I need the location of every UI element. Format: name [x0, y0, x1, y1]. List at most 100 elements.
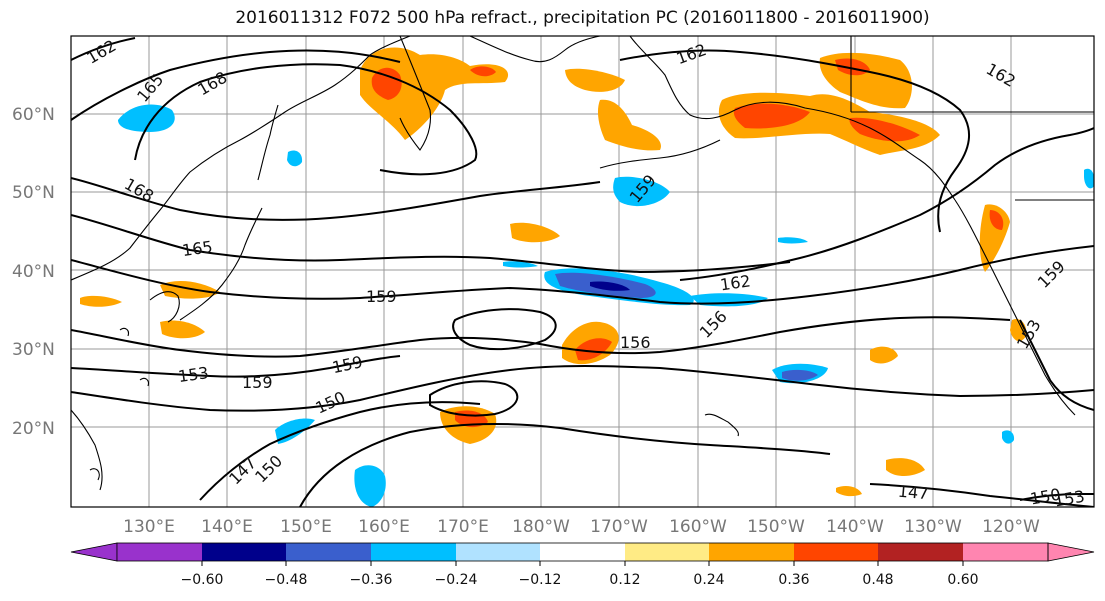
border-canada — [851, 111, 1094, 201]
colorbar-cell-3 — [286, 543, 371, 561]
lat-label: 50°N — [12, 183, 55, 203]
precip-blob-blue-se — [1002, 430, 1015, 444]
colorbar-cell-12 — [1047, 542, 1095, 562]
contour-159-ring — [429, 380, 519, 417]
colorbar-ticks — [201, 561, 964, 566]
precip-blob-red-alaska — [733, 103, 810, 129]
lat-label: 30°N — [12, 340, 55, 360]
precip-blob-blue-bering — [613, 176, 670, 207]
colorbar-cell-10 — [878, 543, 963, 561]
lon-label: 170°E — [437, 517, 489, 537]
coast-kamchatka — [399, 36, 432, 151]
precip-blob-orange-bering — [565, 68, 625, 92]
contour-168-s — [71, 177, 601, 221]
contour-156-loop — [452, 308, 557, 351]
contour-150-mid — [71, 365, 1094, 412]
coast-japan — [179, 207, 263, 321]
precip-blob-red-okhotsk — [371, 67, 402, 100]
map-frame — [70, 35, 1095, 508]
longitude-labels: 130°E 140°E 150°E 160°E 170°E 180°W 170°… — [123, 517, 1040, 537]
contour-162-nw — [71, 37, 136, 61]
contour-label: 153 — [1053, 487, 1086, 511]
contour-label: 165 — [181, 237, 214, 260]
contour-162-e — [679, 127, 1094, 281]
precip-blob-orange-east — [870, 346, 898, 364]
contour-lines — [71, 37, 1094, 507]
colorbar-cell-8 — [709, 543, 794, 561]
coast-korea — [149, 291, 180, 323]
contour-150-se — [299, 422, 831, 507]
lon-label: 120°W — [982, 517, 1040, 537]
colorbar-tick-label: −0.60 — [181, 572, 224, 588]
colorbar-cell-7 — [625, 543, 709, 561]
contour-label: 147 — [897, 482, 929, 504]
precip-blob-orange-bering-2 — [597, 99, 661, 151]
colorbar-cell-9 — [794, 543, 878, 561]
lat-label: 20°N — [12, 419, 55, 439]
colorbar-cell-6 — [540, 543, 625, 561]
colorbar-tick-label: −0.36 — [350, 572, 393, 588]
coast-philippines — [71, 409, 103, 491]
colorbar-frame — [116, 542, 1049, 562]
lon-label: 140°W — [826, 517, 884, 537]
colorbar-tick-label: 0.12 — [609, 572, 640, 588]
coast-asia-mainland — [71, 36, 411, 281]
colorbar-tick-label: 0.36 — [778, 572, 809, 588]
coast-sakhalin — [257, 104, 279, 181]
coast-hawaii — [704, 413, 739, 437]
precip-blob-blue-west — [118, 104, 175, 132]
map-title: 2016011312 F072 500 hPa refract., precip… — [235, 8, 930, 28]
contour-159-mid — [71, 245, 1094, 305]
lon-label: 140°E — [201, 517, 253, 537]
contour-147-sw — [199, 401, 481, 501]
latitude-labels: 60°N 50°N 40°N 30°N 20°N — [12, 105, 55, 439]
colorbar-cell-4 — [371, 543, 456, 561]
colorbar-tick-label: −0.12 — [519, 572, 562, 588]
contour-147-se — [869, 483, 1094, 507]
colorbar-tick-label: 0.24 — [693, 572, 724, 588]
contour-label: 150 — [1029, 485, 1062, 509]
precip-blob-blue-s — [354, 465, 386, 507]
colorbar-cell-2 — [202, 543, 286, 561]
lon-label: 130°W — [904, 517, 962, 537]
precipitation-shading — [80, 47, 1094, 507]
contour-165-mid — [71, 214, 791, 274]
contour-label: 159 — [242, 373, 273, 392]
coast-small-islands — [89, 327, 149, 481]
precip-blob-blue-nw — [287, 150, 303, 167]
colorbar-cell-0 — [70, 542, 118, 562]
lon-label: 150°W — [747, 517, 805, 537]
coast-chukotka — [469, 36, 601, 63]
contour-label: 153 — [177, 363, 210, 386]
colorbar-tick-label: −0.24 — [435, 572, 478, 588]
lon-label: 150°E — [280, 517, 332, 537]
colorbar-tick-label: −0.48 — [265, 572, 308, 588]
precip-blob-orange-se-2 — [836, 486, 862, 497]
precip-blob-orange-ryukyu — [160, 320, 205, 339]
precip-blob-orange-se — [886, 458, 925, 476]
precip-blob-red-okhotsk-2 — [470, 66, 496, 77]
colorbar-tick-label: 0.48 — [862, 572, 893, 588]
lat-label: 60°N — [12, 105, 55, 125]
lon-label: 160°W — [669, 517, 727, 537]
contour-label: 156 — [620, 333, 651, 352]
precip-blob-darkblue-core — [590, 281, 630, 291]
contour-label: 159 — [366, 287, 397, 306]
contour-153-mid — [71, 355, 401, 378]
colorbar: −0.60 −0.48 −0.36 −0.24 −0.12 0.12 0.24 … — [70, 542, 1095, 588]
contour-165-nw — [71, 49, 401, 121]
colorbar-tick-labels: −0.60 −0.48 −0.36 −0.24 −0.12 0.12 0.24 … — [181, 572, 979, 588]
contour-label: 162 — [719, 271, 752, 294]
coast-aleutians — [599, 139, 721, 169]
lat-label: 40°N — [12, 262, 55, 282]
precip-blob-red-alaska-2 — [849, 117, 920, 142]
coast-alaska-south — [734, 101, 956, 201]
lon-label: 170°W — [590, 517, 648, 537]
lon-label: 130°E — [123, 517, 175, 537]
precip-blob-orange-mid — [510, 222, 560, 243]
contour-168-arc — [134, 63, 478, 176]
colorbar-cell-5 — [456, 543, 540, 561]
colorbar-cell-1 — [117, 543, 202, 561]
contour-150-se-2 — [1019, 493, 1094, 501]
contour-162-alaska — [619, 49, 971, 233]
